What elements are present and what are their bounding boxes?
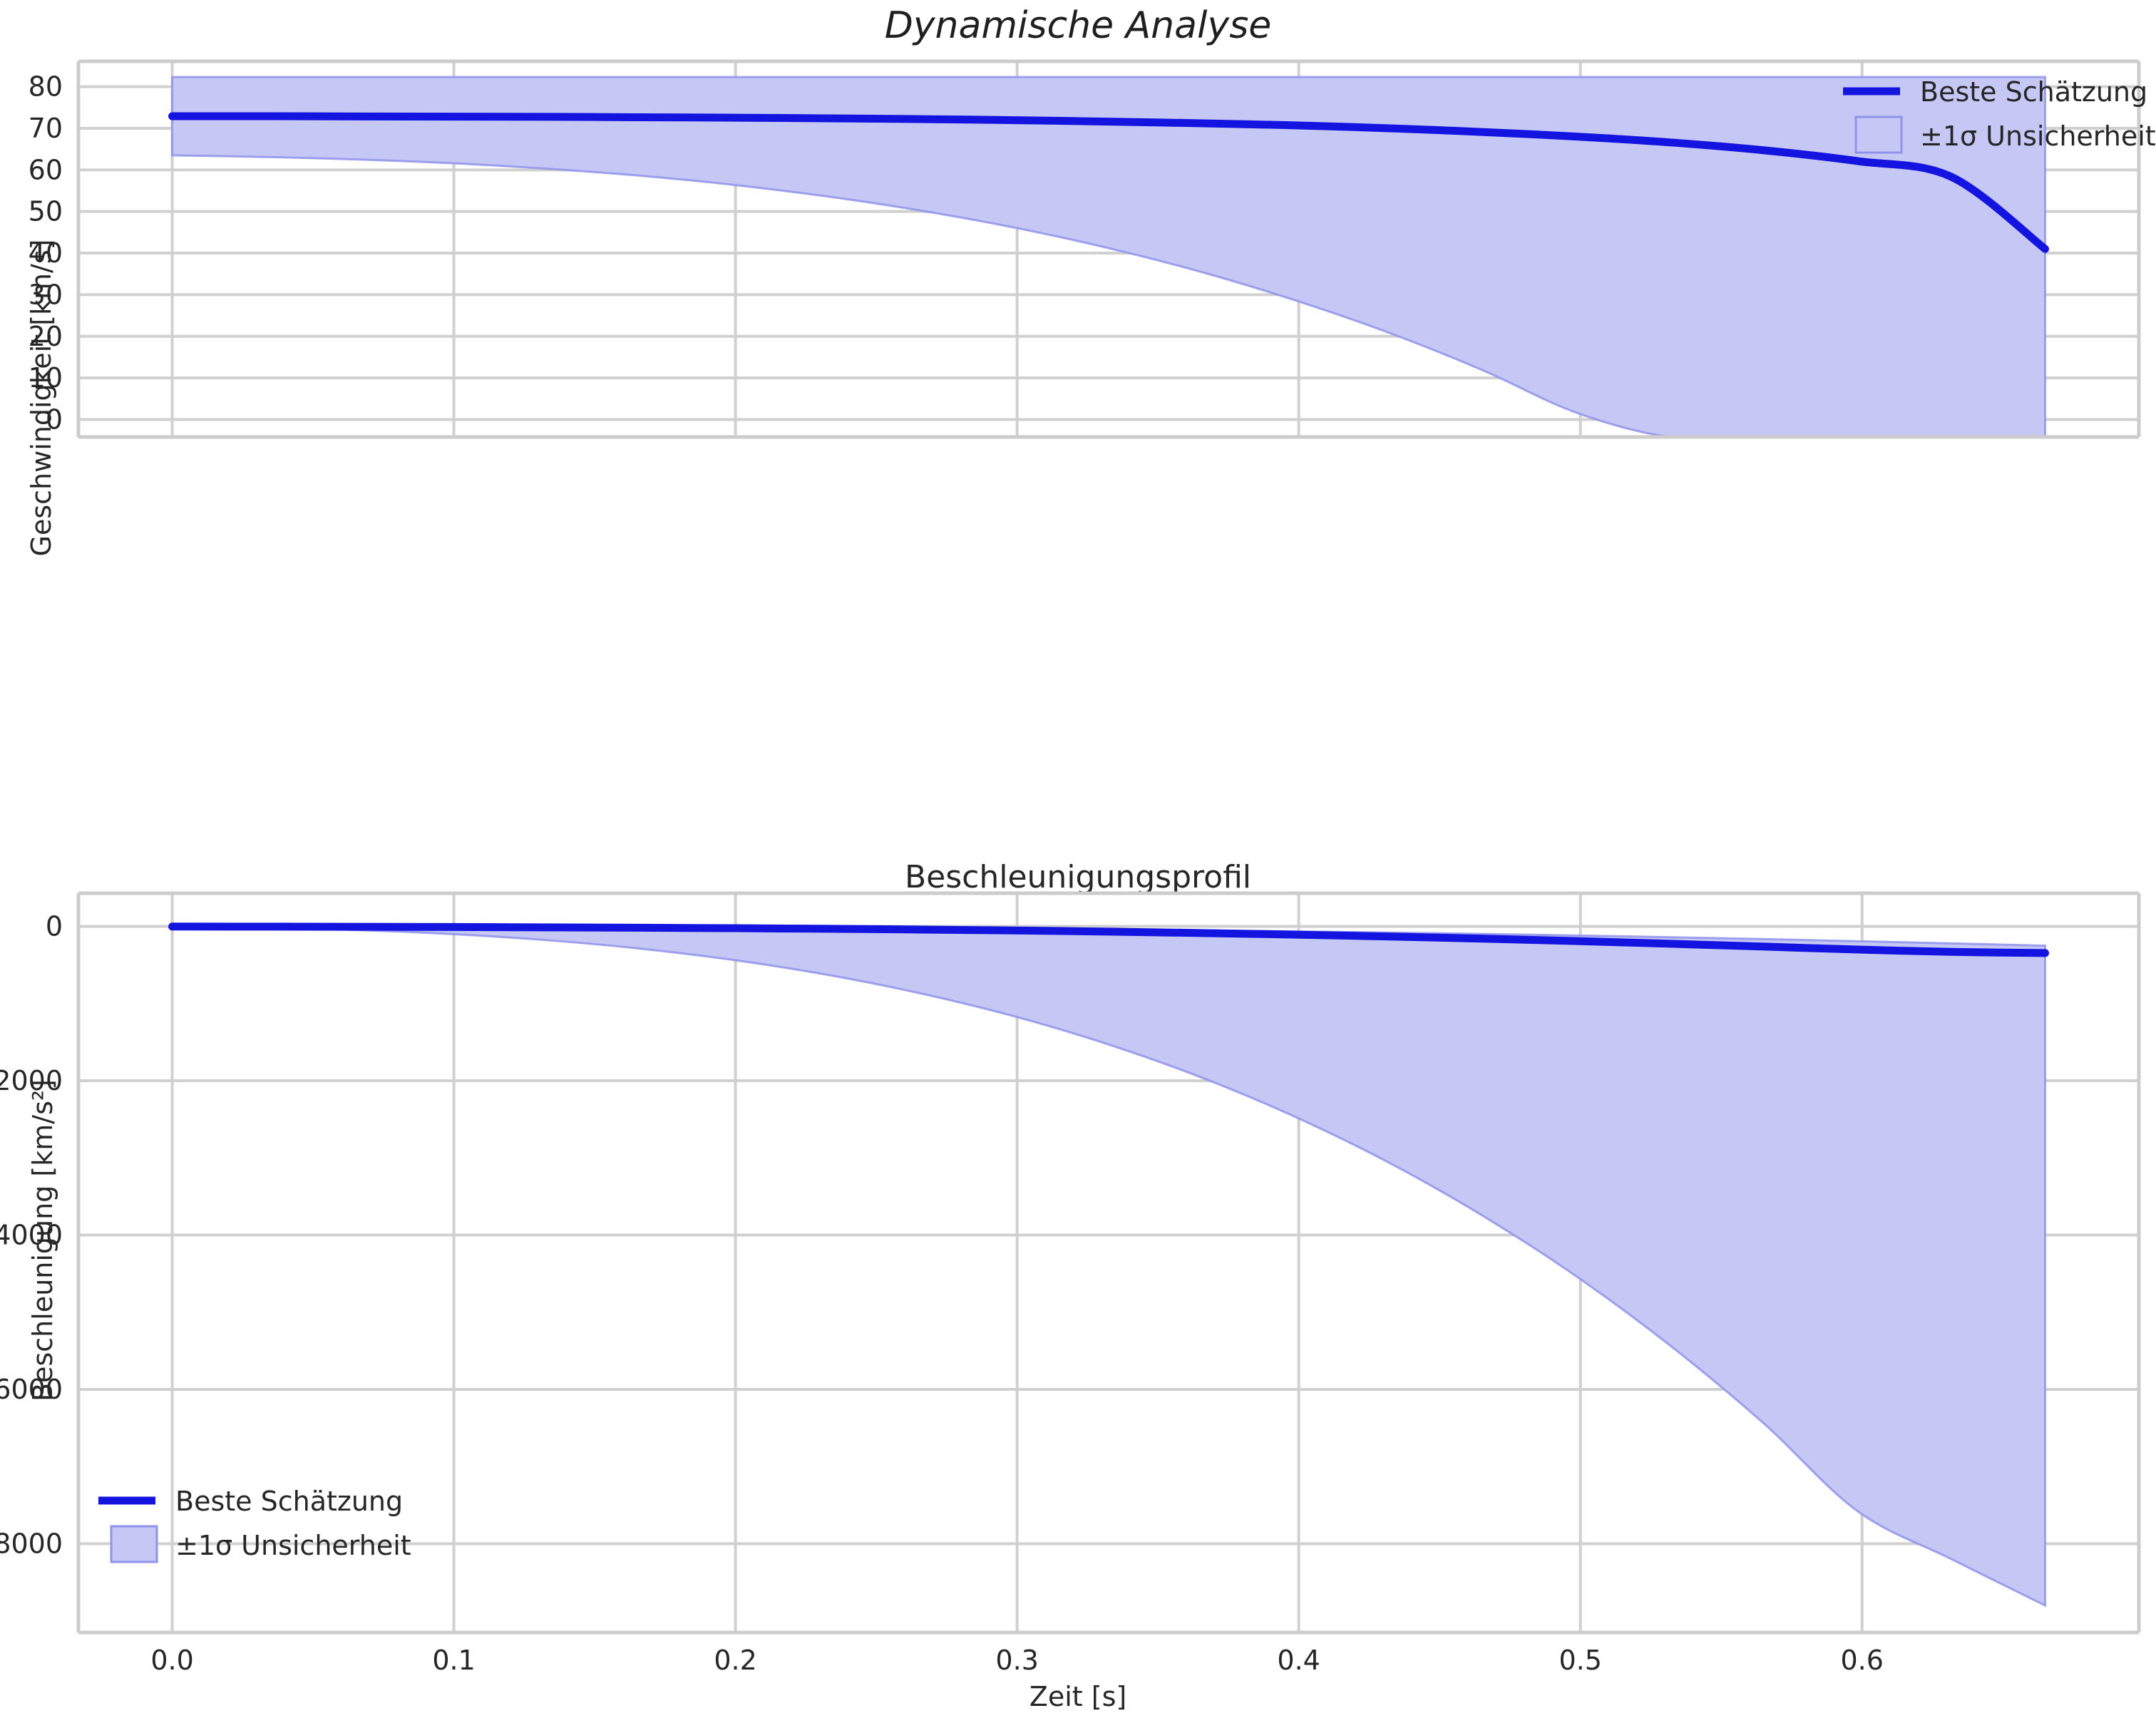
subplot-title-acceleration: Beschleunigungsprofil bbox=[904, 859, 1252, 895]
svg-text:20: 20 bbox=[29, 321, 63, 352]
figure-suptitle: Dynamische Analyse bbox=[884, 4, 1272, 47]
svg-text:−6000: −6000 bbox=[0, 1374, 63, 1405]
svg-text:40: 40 bbox=[29, 237, 63, 269]
svg-text:0.4: 0.4 bbox=[1277, 1645, 1320, 1676]
svg-text:30: 30 bbox=[29, 279, 63, 310]
svg-text:10: 10 bbox=[29, 362, 63, 394]
svg-text:Beste Schätzung: Beste Schätzung bbox=[1920, 76, 2147, 108]
svg-text:0.3: 0.3 bbox=[995, 1645, 1038, 1676]
svg-text:60: 60 bbox=[29, 154, 63, 185]
svg-text:0.6: 0.6 bbox=[1840, 1645, 1883, 1676]
svg-text:−2000: −2000 bbox=[0, 1065, 63, 1096]
svg-text:±1σ Unsicherheit: ±1σ Unsicherheit bbox=[175, 1530, 411, 1561]
svg-text:0: 0 bbox=[46, 403, 63, 435]
svg-text:70: 70 bbox=[29, 113, 63, 144]
svg-text:Beste Schätzung: Beste Schätzung bbox=[175, 1486, 403, 1517]
svg-text:−8000: −8000 bbox=[0, 1528, 63, 1560]
svg-text:0.1: 0.1 bbox=[432, 1645, 475, 1676]
svg-text:0: 0 bbox=[46, 911, 63, 942]
svg-text:50: 50 bbox=[29, 196, 63, 227]
svg-text:−4000: −4000 bbox=[0, 1220, 63, 1251]
x-axis-label: Zeit [s] bbox=[1029, 1681, 1127, 1712]
svg-text:0.5: 0.5 bbox=[1559, 1645, 1601, 1676]
svg-text:0.0: 0.0 bbox=[150, 1645, 193, 1676]
svg-text:80: 80 bbox=[29, 71, 63, 103]
svg-text:±1σ Unsicherheit: ±1σ Unsicherheit bbox=[1920, 120, 2156, 152]
svg-text:0.2: 0.2 bbox=[714, 1645, 756, 1676]
